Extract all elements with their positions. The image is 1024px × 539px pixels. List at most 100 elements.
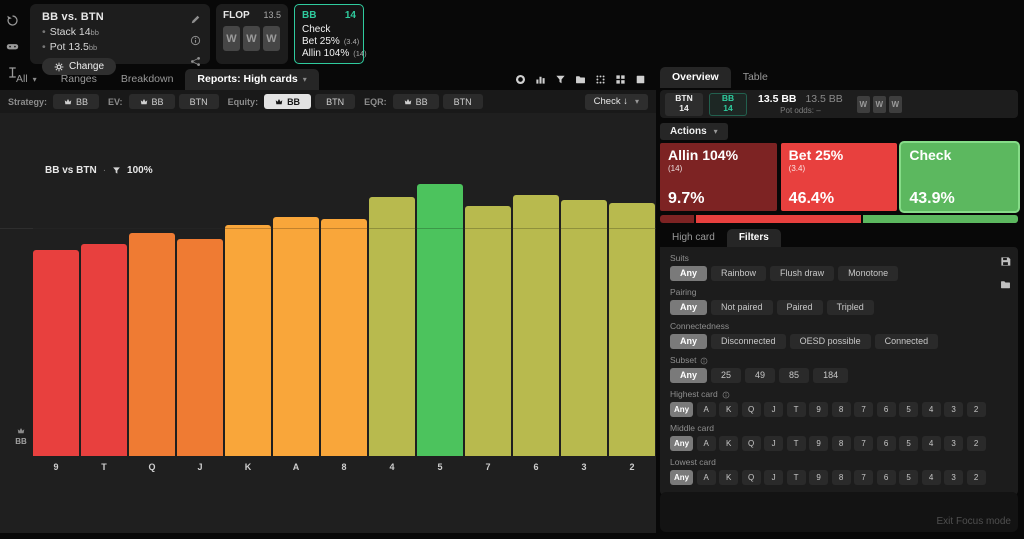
filter-option-subset-any[interactable]: Any [670,368,708,383]
filter-option-middle-card-5[interactable]: 5 [899,436,919,451]
filter-option-lowest-card-6[interactable]: 6 [876,470,896,485]
chart-bar-A[interactable] [273,217,319,456]
filter-option-lowest-card-7[interactable]: 7 [854,470,874,485]
filter-option-middle-card-3[interactable]: 3 [944,436,964,451]
filter-option-highest-card-any[interactable]: Any [670,402,694,417]
filter-option-connectedness-connected[interactable]: Connected [874,334,939,349]
filter-option-connectedness-disconnected[interactable]: Disconnected [711,334,786,349]
filter-option-lowest-card-any[interactable]: Any [670,470,694,485]
filter-icon[interactable] [555,74,566,85]
filter-option-lowest-card-5[interactable]: 5 [899,470,919,485]
toggle-bb[interactable]: BB [128,94,175,109]
actions-dropdown[interactable]: Actions ▾ [660,123,728,140]
filter-option-pairing-any[interactable]: Any [670,300,708,315]
filter-option-subset-184[interactable]: 184 [813,368,849,383]
filter-option-middle-card-6[interactable]: 6 [876,436,896,451]
filter-option-highest-card-a[interactable]: A [696,402,716,417]
filter-option-highest-card-2[interactable]: 2 [966,402,986,417]
bb-node-card[interactable]: BB 14 Check Bet 25% (3.4) Allin 104% (14) [294,4,367,64]
chart-bar-K[interactable] [225,225,271,456]
filter-option-middle-card-4[interactable]: 4 [921,436,941,451]
filter-option-middle-card-9[interactable]: 9 [809,436,829,451]
filter-option-middle-card-any[interactable]: Any [670,436,694,451]
tab-ranges[interactable]: Ranges [49,69,109,90]
chart-bar-9[interactable] [33,250,79,456]
toggle-bb[interactable]: BB [53,94,100,109]
filter-option-middle-card-2[interactable]: 2 [966,436,986,451]
chart-bar-3[interactable] [561,200,607,456]
filter-option-highest-card-9[interactable]: 9 [809,402,829,417]
filter-option-pairing-paired[interactable]: Paired [776,300,823,315]
filter-option-highest-card-4[interactable]: 4 [921,402,941,417]
filter-option-middle-card-7[interactable]: 7 [854,436,874,451]
filter-option-highest-card-8[interactable]: 8 [831,402,851,417]
tab-reports-high-cards[interactable]: Reports: High cards ▾ [185,69,319,90]
filter-option-highest-card-t[interactable]: T [786,402,806,417]
filter-option-lowest-card-3[interactable]: 3 [944,470,964,485]
filter-option-subset-25[interactable]: 25 [711,368,742,383]
filter-option-lowest-card-a[interactable]: A [696,470,716,485]
toggle-btn[interactable]: BTN [442,94,483,109]
player-card-bb[interactable]: BB 14 [709,92,747,116]
folder-icon[interactable] [1000,279,1011,290]
filter-option-pairing-not-paired[interactable]: Not paired [711,300,773,315]
filter-option-connectedness-oesd-possible[interactable]: OESD possible [789,334,871,349]
filter-option-lowest-card-k[interactable]: K [719,470,739,485]
gamepad-icon[interactable] [6,40,19,53]
chart-bar-2[interactable] [609,203,655,456]
filter-option-highest-card-k[interactable]: K [719,402,739,417]
filter-option-suits-any[interactable]: Any [670,266,708,281]
pencil-icon[interactable] [190,14,201,25]
filter-option-suits-monotone[interactable]: Monotone [838,266,899,281]
tab-breakdown[interactable]: Breakdown [109,69,186,90]
share-icon[interactable] [190,56,201,67]
action-box-check[interactable]: Check 43.9% [901,143,1019,211]
filter-option-highest-card-3[interactable]: 3 [944,402,964,417]
filter-option-middle-card-q[interactable]: Q [741,436,761,451]
grid-view-icon[interactable] [615,74,626,85]
tab-high-card[interactable]: High card [660,229,727,247]
chart-bar-T[interactable] [81,244,127,456]
filter-option-subset-85[interactable]: 85 [779,368,810,383]
filter-option-lowest-card-j[interactable]: J [764,470,784,485]
flop-card-1[interactable]: W [223,26,240,51]
tab-table[interactable]: Table [731,67,780,88]
filter-option-middle-card-j[interactable]: J [764,436,784,451]
filter-option-pairing-tripled[interactable]: Tripled [826,300,874,315]
chart-bar-5[interactable] [417,184,463,456]
filter-option-highest-card-7[interactable]: 7 [854,402,874,417]
info-icon[interactable] [190,35,201,46]
filter-option-highest-card-5[interactable]: 5 [899,402,919,417]
tab-filters[interactable]: Filters [726,229,781,247]
action-select-dropdown[interactable]: Check ↓ ▾ [584,93,648,110]
toggle-btn[interactable]: BTN [178,94,219,109]
dots-view-icon[interactable] [595,74,606,85]
filter-option-middle-card-8[interactable]: 8 [831,436,851,451]
change-button[interactable]: Change [42,58,117,75]
filter-option-lowest-card-4[interactable]: 4 [921,470,941,485]
save-icon[interactable] [1000,256,1011,267]
tab-all[interactable]: All ▾ [4,69,49,90]
exit-focus-mode-button[interactable]: Exit Focus mode [936,516,1011,527]
toggle-bb[interactable]: BB [392,94,439,109]
filter-option-middle-card-t[interactable]: T [786,436,806,451]
filter-option-subset-49[interactable]: 49 [745,368,776,383]
filter-option-lowest-card-q[interactable]: Q [741,470,761,485]
filter-option-lowest-card-2[interactable]: 2 [966,470,986,485]
chart-bar-6[interactable] [513,195,559,456]
action-box-bet-25-[interactable]: Bet 25% (3.4) 46.4% [780,143,898,211]
filter-option-lowest-card-t[interactable]: T [786,470,806,485]
history-icon[interactable] [6,14,19,27]
toggle-btn[interactable]: BTN [315,94,356,109]
toggle-bb[interactable]: BB [264,94,312,109]
filter-option-lowest-card-9[interactable]: 9 [809,470,829,485]
tab-overview[interactable]: Overview [660,67,731,88]
player-card-btn[interactable]: BTN 14 [665,92,703,116]
action-box-allin-104-[interactable]: Allin 104% (14) 9.7% [660,143,777,211]
ibeam-icon[interactable] [6,66,19,79]
filter-option-highest-card-6[interactable]: 6 [876,402,896,417]
filter-option-middle-card-a[interactable]: A [696,436,716,451]
filter-option-suits-rainbow[interactable]: Rainbow [711,266,767,281]
chart-bar-4[interactable] [369,197,415,456]
donut-chart-icon[interactable] [515,74,526,85]
